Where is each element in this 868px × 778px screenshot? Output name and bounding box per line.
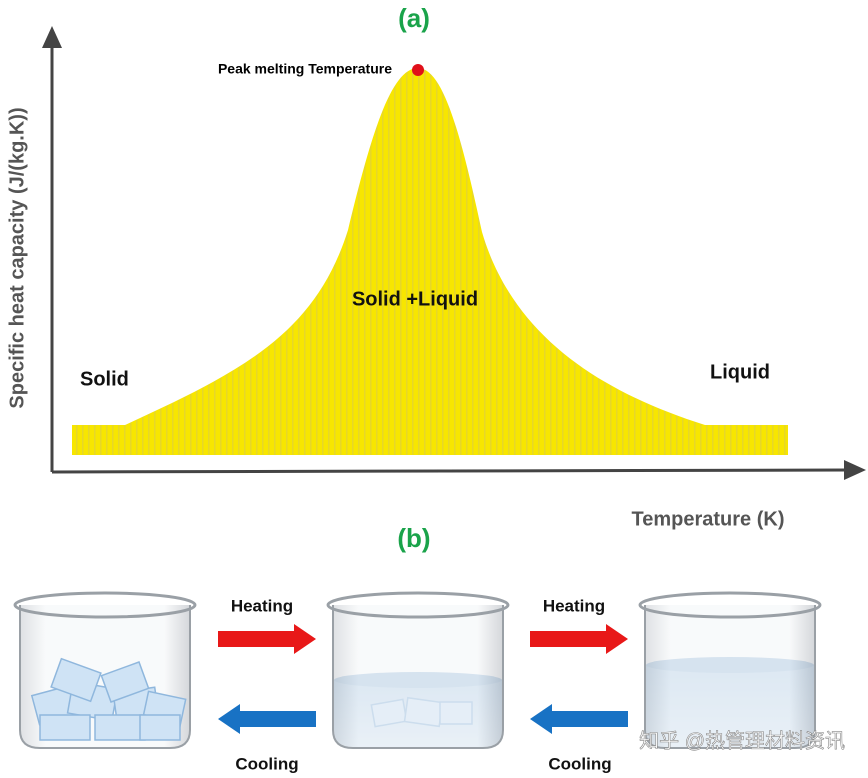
panel-label: (b) — [397, 523, 430, 553]
x-axis-label: Temperature (K) — [632, 508, 785, 530]
heating-arrow — [530, 624, 628, 654]
region-label: Solid — [80, 368, 129, 390]
annotation: Peak melting Temperature — [218, 61, 392, 77]
region-label: Liquid — [710, 361, 770, 383]
cooling-label: Cooling — [548, 754, 611, 773]
cooling-arrow — [218, 704, 316, 734]
transition: Heating Cooling — [218, 596, 316, 773]
cooling-label: Cooling — [235, 754, 298, 773]
cooling-arrow — [530, 704, 628, 734]
y-axis-label: Specific heat capacity (J/(kg.K)) — [6, 107, 28, 408]
heating-arrow — [218, 624, 316, 654]
beaker-liquid — [638, 591, 822, 750]
panel-label: (a) — [398, 3, 430, 33]
beaker-solid — [13, 591, 197, 750]
x-axis-arrow — [844, 460, 866, 480]
region-label: Solid +Liquid — [352, 288, 478, 310]
heating-label: Heating — [543, 596, 605, 615]
heating-label: Heating — [231, 596, 293, 615]
transition: Heating Cooling — [530, 596, 628, 773]
watermark: 知乎 @热管理材料资讯 — [639, 729, 845, 752]
x-axis — [51, 468, 849, 474]
y-axis-arrow — [42, 26, 62, 48]
peak-point — [412, 64, 424, 76]
heat-capacity-peak — [72, 68, 788, 455]
beaker-mixed — [326, 591, 510, 750]
